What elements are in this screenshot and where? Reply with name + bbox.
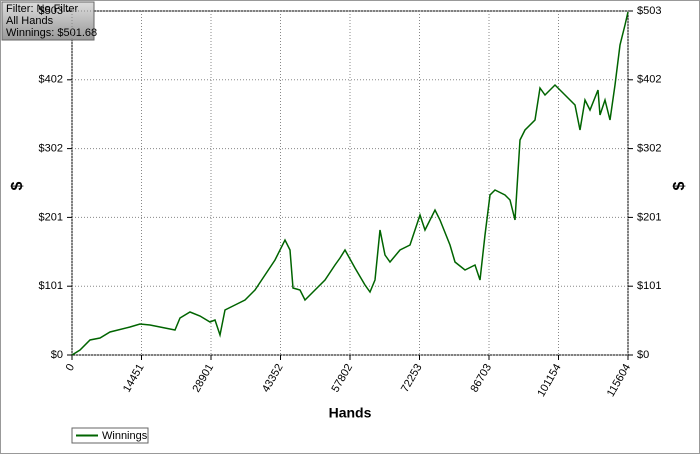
y-tick-label: $402	[39, 74, 63, 86]
y2-tick-label: $402	[637, 74, 661, 86]
info-box	[1, 1, 95, 41]
x-axis-title: Hands	[329, 405, 372, 421]
x-tick-label: 0	[64, 362, 77, 373]
info-line: Winnings: $501.68	[6, 27, 97, 39]
y-tick-label: $0	[51, 349, 63, 361]
y2-tick-label: $201	[637, 211, 661, 223]
y-tick-label: $101	[39, 280, 63, 292]
y-tick-label: $503	[39, 5, 63, 17]
y-axis-title: $	[9, 181, 26, 190]
info-line: All Hands	[6, 15, 54, 27]
y2-tick-label: $503	[637, 5, 661, 17]
legend-label: Winnings	[102, 430, 148, 442]
line	[71, 11, 629, 356]
info-line: Filter: No Filter	[6, 3, 78, 15]
y2-tick-label: $0	[637, 349, 649, 361]
legend	[71, 427, 149, 444]
y-tick-label: $302	[39, 143, 63, 155]
y2-axis-title: $	[671, 181, 688, 190]
y2-tick-label: $302	[637, 143, 661, 155]
y-tick-label: $201	[39, 211, 63, 223]
y2-tick-label: $101	[637, 280, 661, 292]
